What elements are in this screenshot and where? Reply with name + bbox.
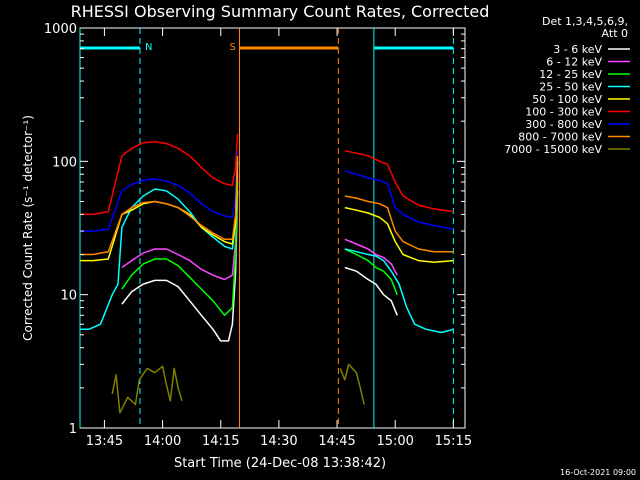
- legend-entry-label: 3 - 6 keV: [553, 43, 602, 56]
- series-line: [80, 161, 454, 334]
- x-tick-label: 14:15: [202, 434, 239, 449]
- x-tick-label: 13:45: [86, 434, 123, 449]
- footer-timestamp: 16-Oct-2021 09:00: [560, 468, 636, 477]
- legend-entry-label: 12 - 25 keV: [539, 68, 602, 81]
- axes: 13:45 14:00 14:15 14:30 14:45 15:00 15:15 1 10 10…: [44, 22, 472, 449]
- series-line: [80, 150, 454, 232]
- legend-header: Det 1,3,4,5,6,9,: [542, 15, 628, 28]
- legend-entry-label: 7000 - 15000 keV: [504, 143, 602, 156]
- legend-entry-label: 50 - 100 keV: [532, 93, 602, 106]
- legend-entry-label: 800 - 7000 keV: [518, 131, 602, 144]
- plot-frame: [79, 27, 466, 429]
- x-tick-label: 15:15: [435, 434, 472, 449]
- series-line: [80, 161, 454, 264]
- legend-entry-label: 300 - 800 keV: [525, 118, 602, 131]
- x-axis-label: Start Time (24-Dec-08 13:38:42): [174, 456, 386, 471]
- y-tick-label: 1: [69, 422, 77, 437]
- legend-entry-label: 25 - 50 keV: [539, 81, 602, 94]
- series-line: [121, 190, 398, 342]
- chart-title: RHESSI Observing Summary Count Rates, Co…: [71, 2, 490, 21]
- series-line: [80, 134, 454, 216]
- legend-entry-label: 100 - 300 keV: [525, 106, 602, 119]
- legend-header: Att 0: [602, 27, 628, 40]
- x-tick-label: 14:45: [318, 434, 355, 449]
- y-tick-label: 100: [52, 155, 77, 170]
- y-tick-label: 10: [60, 289, 77, 304]
- x-tick-label: 15:00: [376, 434, 413, 449]
- x-tick-label: 14:30: [260, 434, 297, 449]
- annotation-label: S: [229, 42, 235, 53]
- series-line: [121, 174, 398, 281]
- series-line: [111, 363, 365, 414]
- series-line: [80, 155, 454, 256]
- y-axis-label: Corrected Count Rate (s⁻¹ detector⁻¹): [21, 115, 35, 341]
- series-group: [80, 134, 454, 414]
- annotation-label: N: [145, 42, 152, 53]
- series-line: [121, 181, 398, 317]
- y-tick-label: 1000: [44, 22, 77, 37]
- legend-entry-label: 6 - 12 keV: [546, 56, 602, 69]
- x-tick-label: 14:00: [144, 434, 181, 449]
